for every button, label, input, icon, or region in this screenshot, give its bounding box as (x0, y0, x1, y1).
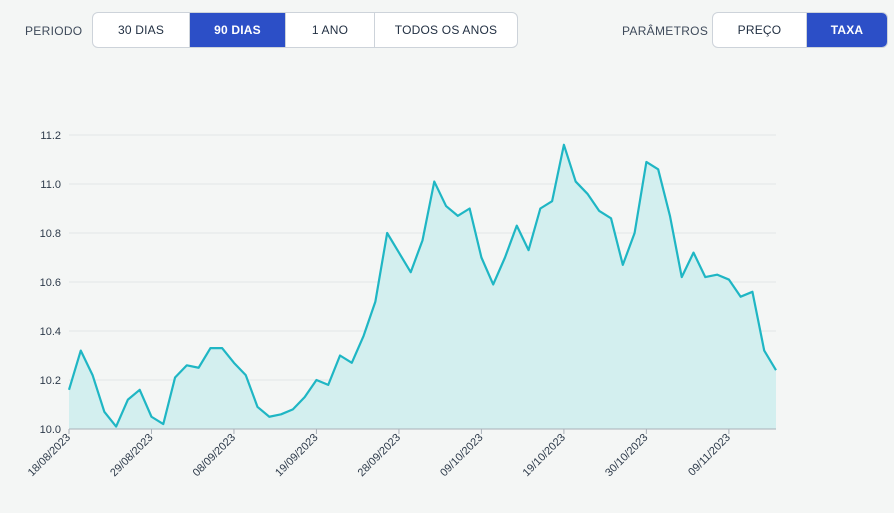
x-axis-ticks: 18/08/2023 29/08/2023 08/09/2023 19/09/2023… (26, 429, 733, 479)
x-tick-label: 29/08/2023 (108, 432, 155, 479)
period-option-30-dias[interactable]: 30 DIAS (93, 13, 190, 47)
x-tick-label: 19/09/2023 (273, 432, 320, 479)
y-tick-label: 11.0 (40, 179, 61, 191)
x-tick-label: 09/10/2023 (438, 432, 485, 479)
period-selector: 30 DIAS 90 DIAS 1 ANO TODOS OS ANOS (92, 12, 518, 48)
params-selector: PREÇO TAXA (712, 12, 888, 48)
y-tick-label: 11.2 (40, 130, 61, 142)
area-layer (67, 143, 777, 430)
params-label: PARÂMETROS (622, 24, 709, 38)
y-axis-ticks: 10.0 10.2 10.4 10.6 10.8 11.0 11.2 (40, 130, 61, 436)
period-label: PERIODO (25, 24, 83, 38)
period-option-todos-os-anos[interactable]: TODOS OS ANOS (394, 23, 498, 37)
period-option-1-ano[interactable]: 1 ANO (286, 13, 375, 47)
x-tick-label: 28/09/2023 (356, 432, 403, 479)
y-tick-label: 10.8 (40, 228, 61, 240)
x-tick-label: 19/10/2023 (521, 432, 568, 479)
x-tick-label: 30/10/2023 (603, 432, 650, 479)
period-option-90-dias[interactable]: 90 DIAS (190, 13, 286, 47)
series-area (69, 144, 776, 430)
series-line (67, 143, 777, 428)
x-tick-label: 09/11/2023 (686, 432, 733, 479)
param-option-preco[interactable]: PREÇO (713, 13, 807, 47)
param-option-taxa[interactable]: TAXA (807, 13, 887, 47)
y-tick-label: 10.0 (40, 424, 61, 436)
y-tick-label: 10.6 (40, 277, 61, 289)
y-tick-label: 10.2 (40, 375, 61, 387)
x-tick-label: 18/08/2023 (26, 432, 73, 479)
y-tick-label: 10.4 (40, 326, 61, 338)
x-tick-label: 08/09/2023 (191, 432, 238, 479)
